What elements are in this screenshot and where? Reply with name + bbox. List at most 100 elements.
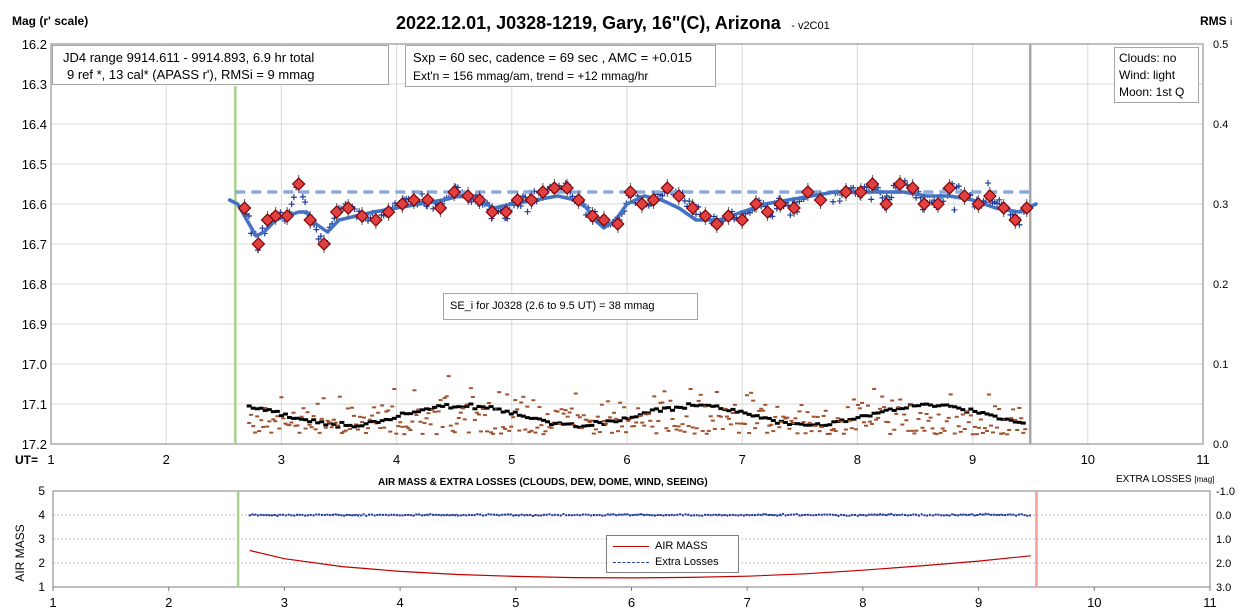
rms-dash-brown — [593, 428, 598, 431]
rms-dash-brown — [1013, 418, 1018, 421]
rms-dash-brown — [382, 426, 387, 429]
extra-losses-point — [851, 513, 854, 516]
raw-point-plus — [888, 194, 895, 201]
rms-dash-brown — [333, 421, 338, 424]
binned-diamond — [646, 193, 661, 207]
rms-dash-black — [859, 414, 865, 418]
rms-dash-brown — [309, 426, 314, 429]
rms-dash-brown — [900, 423, 905, 426]
binned-diamond — [251, 237, 266, 251]
upper-x-tick-label: 2 — [163, 452, 170, 467]
rms-dash-black — [347, 423, 353, 427]
extra-losses-point — [790, 513, 793, 516]
rms-dash-brown — [438, 399, 443, 402]
rms-dash-black — [633, 415, 639, 419]
raw-point-plus — [874, 184, 881, 191]
rms-dash-brown — [964, 410, 969, 413]
rms-dash-brown — [503, 427, 508, 430]
extra-losses-point — [406, 513, 409, 516]
extra-losses-point — [423, 514, 426, 517]
rms-dash-black — [311, 418, 317, 422]
rms-dash-brown — [545, 413, 550, 416]
raw-point-plus — [955, 183, 962, 190]
rms-dash-black — [738, 409, 744, 413]
lower-plot-border — [52, 490, 1211, 588]
rms-dash-brown — [499, 432, 504, 435]
extra-losses-point — [754, 514, 757, 517]
extra-losses-point — [967, 513, 970, 516]
rms-dash-brown — [1005, 433, 1010, 436]
rms-dash-brown — [370, 414, 375, 417]
extra-losses-point — [573, 514, 576, 517]
extra-losses-point — [740, 513, 743, 516]
binned-diamond — [407, 193, 421, 207]
rms-dash-brown — [1007, 428, 1012, 431]
extra-losses-point — [873, 513, 876, 516]
upper-y-tick-label: 16.6 — [22, 197, 47, 212]
rms-dash-black — [565, 422, 571, 426]
binned-diamond — [917, 197, 932, 211]
rms-dash-brown — [803, 432, 808, 435]
rms-dash-brown — [654, 432, 659, 435]
extra-losses-point — [781, 512, 784, 515]
extra-losses-point — [848, 514, 851, 517]
rms-dash-brown — [843, 428, 848, 431]
upper-x-tick-label: 5 — [508, 452, 515, 467]
extra-losses-point — [879, 513, 882, 516]
rms-dash-brown — [938, 431, 943, 434]
lower-x-tick-label: 2 — [165, 595, 172, 610]
binned-diamond — [560, 181, 574, 195]
rms-dash-brown — [585, 419, 590, 422]
raw-point-plus — [787, 212, 794, 219]
extra-losses-point — [840, 513, 843, 516]
binned-diamond — [879, 197, 894, 211]
extra-losses-point — [792, 513, 795, 516]
rms-dash-black — [424, 407, 430, 411]
rms-dash-brown — [831, 427, 836, 430]
extra-losses-point — [667, 514, 670, 517]
rms-dash-brown — [313, 428, 318, 431]
legend-airmass-item: AIR MASS — [613, 540, 708, 552]
extra-losses-point — [842, 514, 845, 517]
extra-losses-point — [506, 513, 509, 516]
extra-losses-point — [398, 514, 401, 517]
rms-dash-brown — [376, 411, 381, 414]
extra-losses-point — [340, 514, 343, 517]
rms-dash-black — [545, 420, 551, 424]
rms-dash-black — [996, 417, 1002, 421]
extra-losses-point — [820, 513, 823, 516]
extra-losses-point — [404, 513, 407, 516]
rms-dash-brown — [870, 422, 875, 425]
rms-dash-black — [851, 417, 857, 421]
extra-losses-point — [293, 514, 296, 517]
extra-losses-point — [706, 513, 709, 516]
binned-diamond — [996, 201, 1011, 215]
rms-dash-brown — [505, 393, 510, 396]
rms-dash-brown — [799, 403, 804, 406]
extra-losses-point — [304, 514, 307, 517]
extra-losses-point — [973, 514, 976, 517]
binned-diamond — [317, 237, 331, 251]
rms-dash-black — [629, 415, 635, 419]
raw-point-plus — [686, 198, 693, 205]
rms-dash-brown — [603, 422, 608, 425]
raw-point-plus — [1016, 221, 1023, 228]
extra-losses-point — [640, 513, 643, 516]
extra-losses-point — [429, 513, 432, 516]
rms-dash-brown — [775, 405, 780, 408]
rms-dash-brown — [747, 432, 752, 435]
rms-dash-black — [246, 404, 252, 408]
extra-losses-point — [962, 513, 965, 516]
rms-dash-brown — [662, 390, 667, 393]
rms-dash-brown — [581, 414, 586, 417]
rms-dash-brown — [325, 419, 330, 422]
upper-y2-tick-label: 0.1 — [1213, 359, 1228, 371]
extra-losses-point — [337, 513, 340, 516]
rms-dash-black — [879, 410, 885, 414]
rms-dash-black — [254, 407, 260, 411]
rms-dash-brown — [845, 406, 850, 409]
rms-dash-black — [972, 409, 978, 413]
rms-dash-brown — [928, 416, 933, 419]
extra-losses-point — [443, 514, 446, 517]
rms-dash-black — [734, 410, 740, 414]
